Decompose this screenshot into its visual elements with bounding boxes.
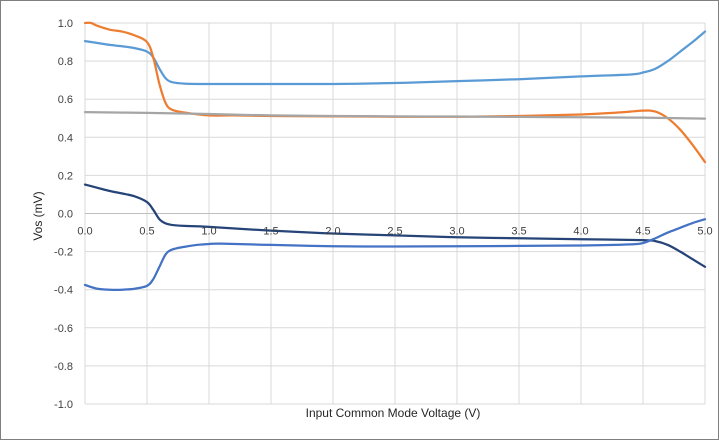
y-tick-label: -1.0 — [54, 399, 73, 411]
x-tick-label: 4.5 — [635, 226, 650, 238]
x-tick-label: 3.0 — [449, 226, 464, 238]
y-axis-title: Vos (mV) — [31, 191, 45, 240]
y-tick-label: 0.2 — [58, 170, 73, 182]
x-tick-label: 0.0 — [77, 226, 92, 238]
x-tick-label: 1.0 — [201, 226, 216, 238]
y-tick-label: -0.8 — [54, 361, 73, 373]
y-tick-labels: 1.0 0.8 0.6 0.4 0.2 0.0 -0.2 -0.4 -0.6 -0.8 -1.0 — [54, 18, 73, 411]
x-tick-labels: 0.0 0.5 1.0 1.5 2.0 2.5 3.0 3.5 4.0 4.5 5.0 — [77, 226, 712, 238]
y-tick-label: 1.0 — [58, 18, 73, 30]
y-tick-label: -0.4 — [54, 285, 73, 297]
x-tick-label: 4.0 — [573, 226, 588, 238]
y-tick-label: 0.8 — [58, 56, 73, 68]
y-tick-label: -0.2 — [54, 247, 73, 259]
x-tick-label: 2.5 — [387, 226, 402, 238]
y-tick-label: 0.4 — [58, 132, 73, 144]
x-tick-label: 3.5 — [511, 226, 526, 238]
y-tick-label: 0.6 — [58, 94, 73, 106]
x-tick-label: 1.5 — [263, 226, 278, 238]
x-axis-title: Input Common Mode Voltage (V) — [306, 406, 481, 420]
x-tick-label: 5.0 — [697, 226, 712, 238]
x-tick-label: 2.0 — [325, 226, 340, 238]
series-line-5 — [83, 218, 707, 291]
series-line-3 — [83, 111, 707, 120]
series-line-1 — [83, 30, 707, 86]
y-tick-label: -0.6 — [54, 323, 73, 335]
y-tick-label: 0.0 — [58, 209, 73, 221]
series-lines — [83, 21, 707, 291]
series-line-4 — [83, 183, 707, 268]
x-tick-label: 0.5 — [139, 226, 154, 238]
grid-lines — [84, 22, 706, 405]
